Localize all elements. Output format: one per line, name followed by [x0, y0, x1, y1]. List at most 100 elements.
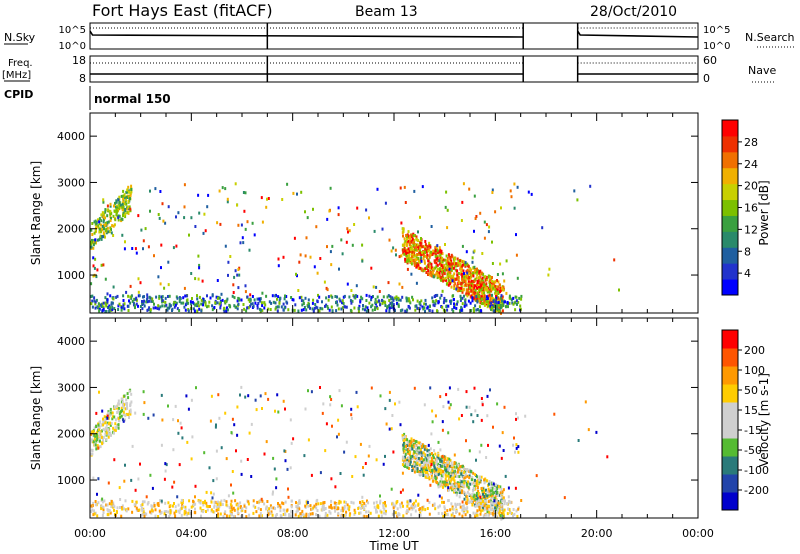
data-cell [476, 509, 479, 513]
data-cell [374, 308, 376, 311]
data-cell [485, 288, 488, 292]
data-cell [275, 513, 278, 516]
data-cell [407, 456, 410, 460]
data-cell [502, 285, 505, 289]
data-cell [515, 412, 517, 416]
data-cell [137, 277, 140, 281]
data-cell [390, 297, 393, 301]
data-cell [435, 246, 438, 250]
data-cell [126, 188, 129, 192]
data-cell [356, 405, 359, 409]
data-cell [239, 501, 242, 505]
data-cell [114, 428, 117, 432]
data-cell [506, 502, 509, 506]
data-cell [103, 233, 106, 237]
data-cell [213, 505, 216, 509]
data-cell [484, 507, 487, 511]
data-cell [402, 243, 404, 247]
data-cell [123, 302, 126, 306]
data-cell [93, 509, 95, 513]
data-cell [458, 417, 461, 421]
data-cell [496, 511, 499, 515]
data-cell [118, 402, 121, 406]
data-cell [404, 435, 406, 439]
data-cell [475, 276, 478, 280]
data-cell [358, 304, 361, 308]
data-cell [113, 405, 116, 409]
data-cell [117, 402, 120, 406]
data-cell [293, 236, 296, 240]
data-cell [145, 300, 148, 304]
data-cell [421, 185, 424, 189]
data-cell [129, 301, 132, 305]
data-cell [92, 274, 95, 278]
data-cell [105, 231, 108, 235]
data-cell [450, 268, 453, 272]
data-cell [225, 309, 228, 313]
data-cell [154, 514, 157, 518]
data-cell [100, 507, 103, 511]
data-cell [212, 510, 215, 514]
data-cell [177, 509, 180, 513]
data-cell [402, 227, 404, 231]
data-cell [299, 253, 302, 257]
data-cell [473, 229, 475, 233]
data-cell [113, 209, 116, 213]
data-cell [419, 215, 421, 219]
data-cell [319, 386, 321, 389]
data-cell [368, 301, 371, 305]
freq-right-tick-top: 60 [703, 54, 717, 67]
data-cell [108, 304, 111, 308]
data-cell [202, 501, 205, 505]
data-cell [473, 194, 476, 198]
data-cell [452, 465, 455, 469]
data-cell [119, 205, 122, 209]
data-cell [158, 216, 161, 220]
data-cell [472, 471, 475, 475]
data-cell [115, 295, 118, 299]
data-cell [453, 284, 456, 288]
data-cell [241, 236, 244, 240]
data-cell [500, 517, 503, 521]
data-cell [215, 295, 218, 299]
data-cell [454, 461, 457, 465]
data-cell [146, 308, 149, 312]
data-cell [142, 412, 145, 416]
data-cell [427, 461, 430, 465]
data-cell [457, 279, 460, 283]
data-cell [431, 476, 434, 479]
data-cell [468, 500, 471, 504]
data-cell [421, 444, 424, 448]
data-cell [469, 276, 472, 280]
data-cell [449, 282, 452, 286]
data-cell [463, 471, 466, 475]
data-cell [210, 508, 213, 512]
data-cell [416, 248, 419, 252]
data-cell [426, 245, 429, 249]
data-cell [491, 262, 494, 265]
data-cell [329, 250, 332, 254]
data-cell [494, 298, 497, 302]
data-cell [261, 220, 264, 224]
data-cell [168, 514, 171, 518]
data-cell [158, 307, 161, 311]
data-cell [416, 469, 419, 473]
data-cell [124, 195, 127, 199]
data-cell [337, 307, 340, 311]
data-cell [124, 212, 127, 216]
data-cell [474, 514, 477, 518]
data-cell [429, 483, 432, 487]
data-cell [418, 451, 421, 455]
data-cell [357, 306, 360, 310]
data-cell [324, 514, 327, 518]
data-cell [414, 243, 416, 246]
data-cell [127, 304, 130, 308]
data-cell [444, 480, 447, 484]
data-cell [251, 221, 254, 225]
data-cell [440, 258, 442, 262]
data-cell [467, 480, 469, 484]
data-cell [127, 294, 130, 298]
data-cell [331, 244, 334, 248]
data-cell [115, 207, 118, 211]
data-cell [274, 294, 277, 298]
